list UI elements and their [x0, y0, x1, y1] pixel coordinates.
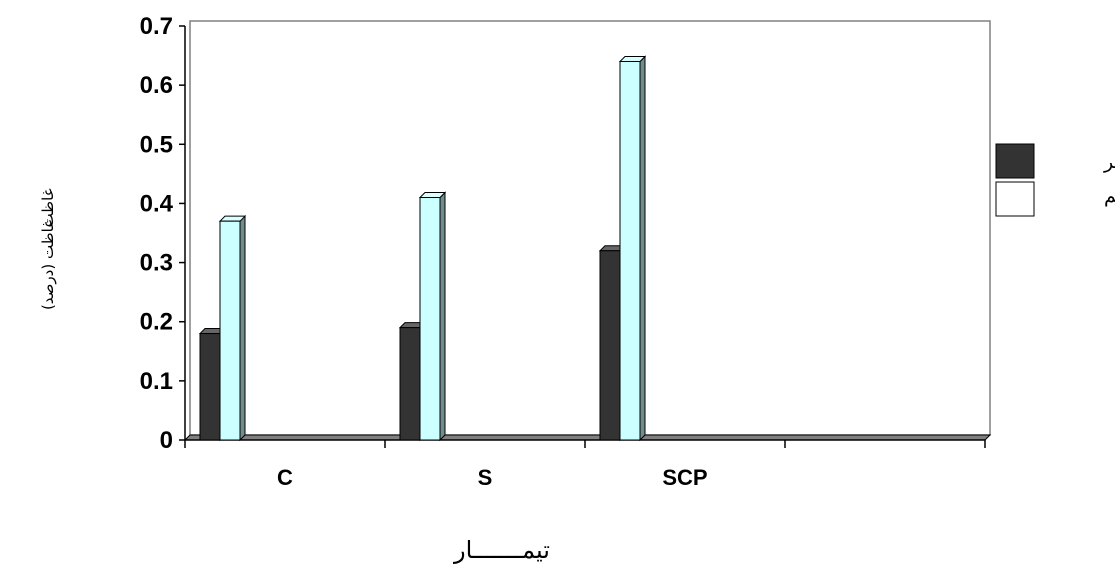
legend-label-potassium: پتاسیم — [1104, 185, 1115, 207]
bar-front — [619, 60, 641, 441]
bar-side — [439, 191, 446, 442]
legend: فسفر پتاسیم — [995, 143, 1115, 217]
bar-front — [599, 250, 621, 441]
bar-side — [639, 55, 646, 442]
legend-swatch-phosphorus — [995, 143, 1035, 179]
y-axis-title: غاظت (درصد) — [39, 220, 57, 310]
bars — [198, 55, 647, 442]
y-tick-label: 0.4 — [140, 190, 174, 217]
y-tick-label: 0.3 — [140, 250, 173, 277]
plot-wall — [183, 20, 992, 441]
bar-front — [199, 333, 221, 441]
y-tick-label: 0.5 — [140, 131, 173, 158]
bar-top — [618, 55, 647, 62]
x-axis-title: تیمـــــــار — [453, 536, 550, 564]
legend-swatch-potassium — [995, 181, 1035, 217]
bar-front — [419, 197, 441, 441]
y-tick-label: 0 — [160, 427, 173, 454]
y-tick-label: 0.2 — [140, 309, 173, 336]
x-tick-label: SCP — [662, 465, 707, 490]
plot-back-wall — [189, 20, 991, 436]
bar-top — [418, 192, 447, 199]
bar-front — [219, 220, 241, 441]
y-axis-title-overlap: غاظت — [39, 188, 57, 227]
legend-label-phosphorus: فسفر — [1103, 151, 1115, 173]
x-tick-label: S — [478, 465, 493, 490]
bar — [418, 191, 447, 442]
x-tick-label: C — [277, 465, 293, 490]
bar-front — [399, 327, 421, 441]
bar-side — [239, 214, 246, 442]
bar — [218, 214, 247, 442]
y-tick-label: 0.1 — [140, 368, 173, 395]
y-tick-label: 0.7 — [140, 13, 173, 40]
y-axis: 0 0.1 0.2 0.3 0.4 0.5 0.6 0.7 — [140, 13, 186, 454]
y-tick-label: 0.6 — [140, 72, 173, 99]
x-axis: C S SCP — [184, 439, 986, 490]
bar — [618, 55, 647, 442]
bar-top — [218, 215, 247, 222]
